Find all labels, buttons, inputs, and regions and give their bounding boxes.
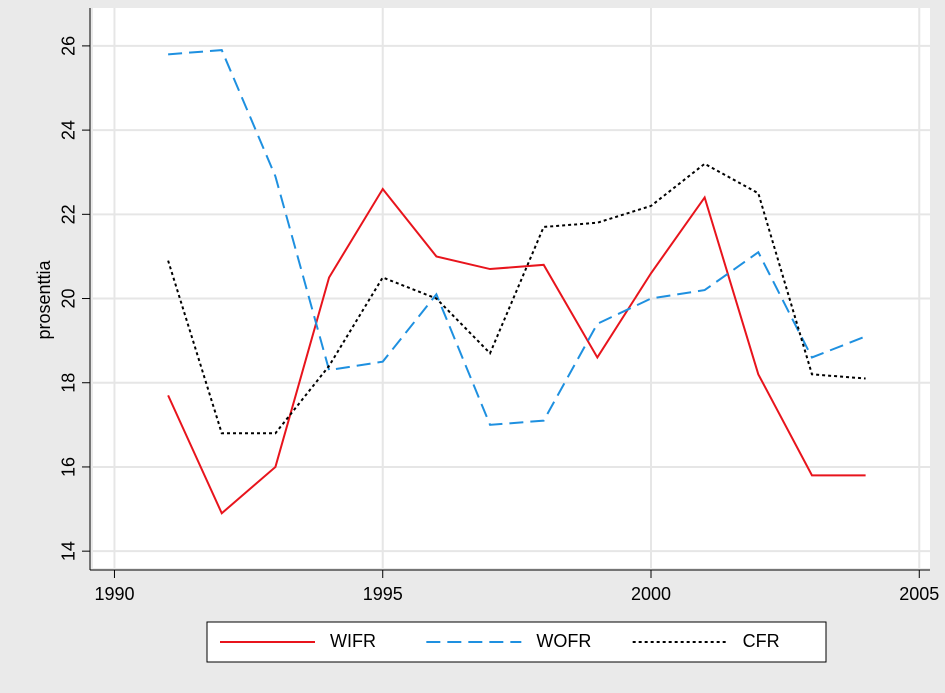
y-tick-label: 16	[59, 457, 79, 477]
y-axis-label: prosenttia	[34, 259, 54, 339]
y-tick-label: 14	[59, 541, 79, 561]
plot-area	[93, 8, 930, 568]
y-tick-label: 18	[59, 373, 79, 393]
y-tick-label: 26	[59, 36, 79, 56]
x-tick-label: 2000	[631, 584, 671, 604]
series-line	[168, 49, 866, 426]
series-line	[167, 187, 866, 515]
y-tick-label: 20	[59, 289, 79, 309]
legend-label: WOFR	[536, 631, 591, 651]
legend-label: WIFR	[330, 631, 376, 651]
legend-label: CFR	[743, 631, 780, 651]
x-tick-label: 1995	[363, 584, 403, 604]
y-tick-label: 22	[59, 204, 79, 224]
y-tick-label: 24	[59, 120, 79, 140]
x-tick-label: 1990	[94, 584, 134, 604]
x-tick-label: 2005	[899, 584, 939, 604]
series-line	[167, 162, 866, 435]
